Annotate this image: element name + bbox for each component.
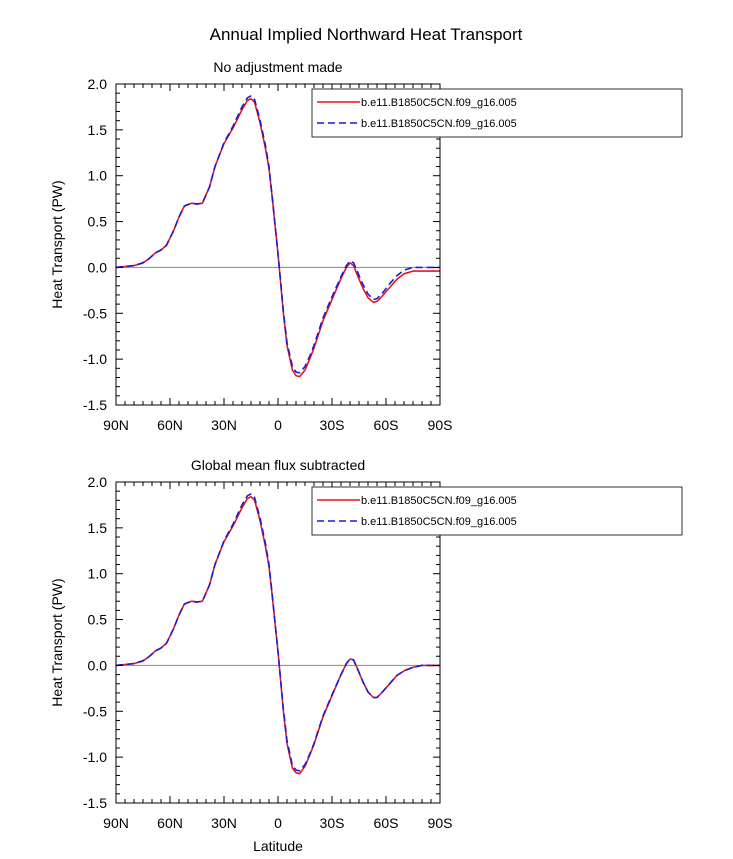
y-tick-label: 2.0	[88, 474, 108, 490]
y-tick-label: 0.0	[88, 657, 108, 673]
y-tick-label: -1.5	[83, 795, 107, 811]
y-tick-label: 1.0	[88, 566, 108, 582]
legend-label-2: b.e11.B1850C5CN.f09_g16.005	[361, 516, 517, 528]
y-axis-label: Heat Transport (PW)	[49, 180, 65, 308]
chart-panel-2: -1.5 -1.0 -0.5 0.0 0.5 1.0 1.5 2.0 90N 60N 30N 0 30S…	[49, 457, 683, 854]
y-tick-label: 0.0	[88, 259, 108, 275]
x-tick-label: 30S	[320, 417, 345, 433]
x-tick-label: 30S	[320, 815, 345, 831]
y-tick-label: -1.5	[83, 397, 107, 413]
x-tick-label: 60N	[157, 417, 183, 433]
y-tick-label: 2.0	[88, 76, 108, 92]
legend-label-1: b.e11.B1850C5CN.f09_g16.005	[361, 97, 517, 109]
y-tick-label: -0.5	[83, 703, 107, 719]
chart-panel-1: -1.5 -1.0 -0.5 0.0 0.5 1.0 1.5 2.0 90N 60N 30N 0 30S…	[49, 59, 683, 433]
y-tick-label: 1.5	[88, 122, 108, 138]
y-tick-label: -1.0	[83, 749, 107, 765]
figure-title: Annual Implied Northward Heat Transport	[210, 25, 523, 44]
y-tick-label: 0.5	[88, 214, 108, 230]
x-tick-label: 0	[274, 417, 282, 433]
legend: b.e11.B1850C5CN.f09_g16.005 b.e11.B1850C5…	[311, 486, 683, 536]
series-line-2	[115, 95, 440, 374]
legend-label-2: b.e11.B1850C5CN.f09_g16.005	[361, 118, 517, 130]
legend: b.e11.B1850C5CN.f09_g16.005 b.e11.B1850C5…	[311, 88, 683, 138]
y-tick-label: 0.5	[88, 612, 108, 628]
x-tick-label: 60N	[157, 815, 183, 831]
x-tick-label: 90N	[103, 815, 129, 831]
x-tick-label: 90S	[428, 815, 453, 831]
legend-box	[311, 486, 683, 536]
legend-box	[311, 88, 683, 138]
x-tick-label: 0	[274, 815, 282, 831]
x-tick-label: 30N	[211, 417, 237, 433]
series-line-2	[115, 493, 440, 772]
y-tick-label: 1.5	[88, 520, 108, 536]
x-tick-label: 60S	[374, 417, 399, 433]
x-tick-label: 30N	[211, 815, 237, 831]
series-line-1	[115, 495, 440, 775]
legend-label-1: b.e11.B1850C5CN.f09_g16.005	[361, 495, 517, 507]
y-tick-label: 1.0	[88, 168, 108, 184]
chart-title: No adjustment made	[213, 59, 342, 75]
x-tick-label: 90N	[103, 417, 129, 433]
x-tick-label: 60S	[374, 815, 399, 831]
chart-title: Global mean flux subtracted	[191, 457, 365, 473]
y-tick-label: -1.0	[83, 351, 107, 367]
series-line-1	[115, 97, 440, 378]
x-axis-label: Latitude	[253, 838, 303, 854]
y-tick-label: -0.5	[83, 305, 107, 321]
x-tick-label: 90S	[428, 417, 453, 433]
y-axis-label: Heat Transport (PW)	[49, 578, 65, 706]
